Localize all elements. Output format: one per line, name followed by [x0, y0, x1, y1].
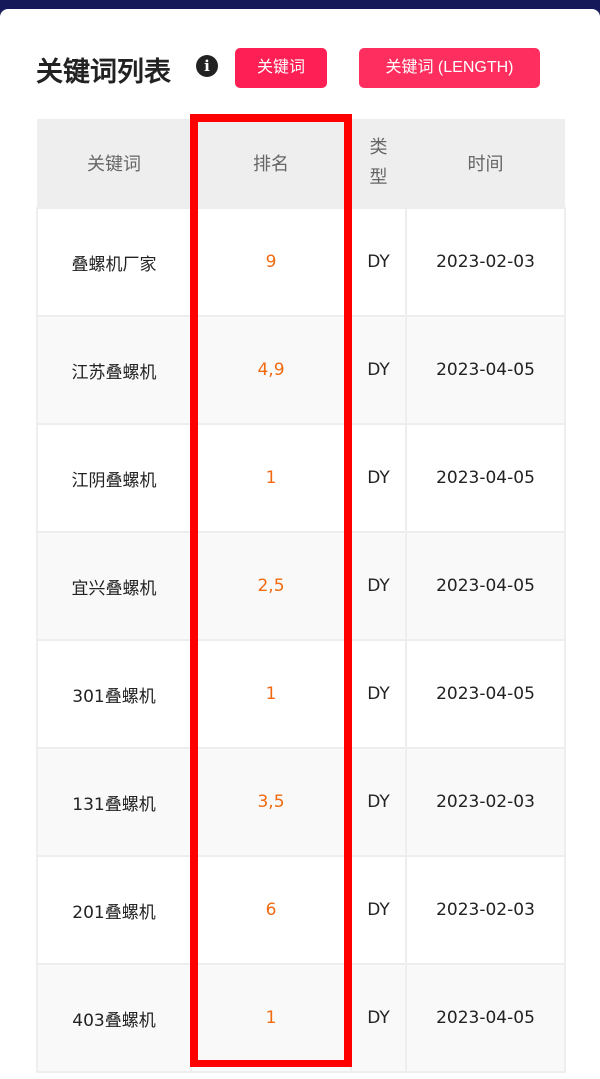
- cell-time: 2023-02-03: [405, 855, 566, 965]
- cell-rank: 2,5: [190, 531, 352, 641]
- top-bar: [0, 0, 600, 10]
- cell-keyword: 叠螺机厂家: [36, 207, 192, 317]
- cell-rank: 1: [190, 639, 352, 749]
- cell-keyword: 301叠螺机: [36, 639, 192, 749]
- cell-rank: 1: [190, 423, 352, 533]
- cell-time: 2023-04-05: [405, 423, 566, 533]
- cell-keyword: 江苏叠螺机: [36, 315, 192, 425]
- cell-type: DY: [350, 531, 407, 641]
- cell-rank: 9: [190, 207, 352, 317]
- cell-rank: 1: [190, 963, 352, 1073]
- cell-time: 2023-04-05: [405, 963, 566, 1073]
- info-icon[interactable]: i: [196, 55, 218, 77]
- keyword-button[interactable]: 关键词: [235, 48, 327, 88]
- table-row[interactable]: 宜兴叠螺机 2,5 DY 2023-04-05: [36, 531, 566, 641]
- cell-time: 2023-02-03: [405, 207, 566, 317]
- cell-keyword: 宜兴叠螺机: [36, 531, 192, 641]
- cell-time: 2023-04-05: [405, 315, 566, 425]
- cell-keyword: 江阴叠螺机: [36, 423, 192, 533]
- table-row[interactable]: 403叠螺机 1 DY 2023-04-05: [36, 963, 566, 1073]
- col-keyword[interactable]: 关键词: [37, 119, 191, 208]
- col-rank[interactable]: 排名: [191, 119, 351, 208]
- col-type[interactable]: 类型: [351, 119, 406, 208]
- cell-type: DY: [350, 315, 407, 425]
- cell-time: 2023-04-05: [405, 639, 566, 749]
- table-row[interactable]: 301叠螺机 1 DY 2023-04-05: [36, 639, 566, 749]
- cell-type: DY: [350, 855, 407, 965]
- cell-rank: 6: [190, 855, 352, 965]
- cell-type: DY: [350, 963, 407, 1073]
- keyword-table: 关键词 排名 类型 时间 叠螺机厂家 9 DY 2023-02-03 江苏叠螺机 4,9 D…: [36, 119, 566, 1073]
- table-row[interactable]: 江阴叠螺机 1 DY 2023-04-05: [36, 423, 566, 533]
- cell-keyword: 131叠螺机: [36, 747, 192, 857]
- table-row[interactable]: 201叠螺机 6 DY 2023-02-03: [36, 855, 566, 965]
- table-row[interactable]: 131叠螺机 3,5 DY 2023-02-03: [36, 747, 566, 857]
- col-time[interactable]: 时间: [406, 119, 565, 208]
- cell-type: DY: [350, 423, 407, 533]
- cell-keyword: 201叠螺机: [36, 855, 192, 965]
- table-row[interactable]: 叠螺机厂家 9 DY 2023-02-03: [36, 207, 566, 317]
- keyword-length-button[interactable]: 关键词 (LENGTH): [359, 48, 540, 88]
- cell-rank: 3,5: [190, 747, 352, 857]
- table-row[interactable]: 江苏叠螺机 4,9 DY 2023-04-05: [36, 315, 566, 425]
- page-title: 关键词列表: [36, 57, 171, 88]
- cell-time: 2023-02-03: [405, 747, 566, 857]
- cell-keyword: 403叠螺机: [36, 963, 192, 1073]
- cell-type: DY: [350, 639, 407, 749]
- cell-time: 2023-04-05: [405, 531, 566, 641]
- cell-type: DY: [350, 747, 407, 857]
- cell-rank: 4,9: [190, 315, 352, 425]
- cell-type: DY: [350, 207, 407, 317]
